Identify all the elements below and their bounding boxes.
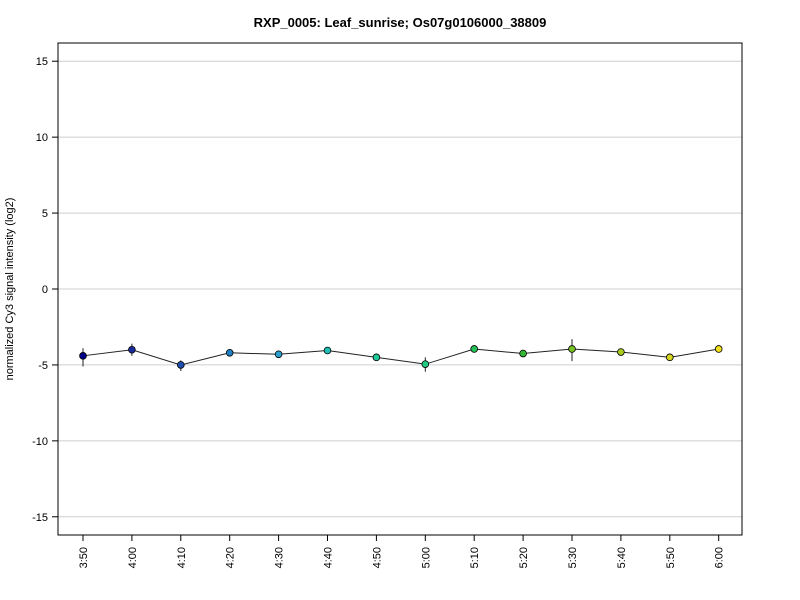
data-point (568, 345, 576, 353)
series-line (82, 348, 719, 366)
x-tick-label: 5:00 (420, 547, 432, 568)
y-axis: -15 -10 -5 0 5 10 15 (32, 56, 58, 524)
y-tick-label: -5 (38, 360, 48, 372)
data-point (665, 353, 674, 362)
x-tick-label: 5:30 (567, 547, 579, 568)
x-tick-label: 4:40 (323, 547, 335, 568)
data-point (470, 345, 479, 353)
x-axis: 3:50 4:00 4:10 4:20 4:30 4:40 4:50 5:00 5:10 5:20… (78, 535, 726, 568)
y-tick-label: 0 (42, 284, 48, 296)
data-point (79, 352, 87, 360)
chart-title: RXP_0005: Leaf_sunrise; Os07g0106000_388… (254, 15, 547, 30)
data-point (177, 361, 185, 369)
x-tick-label: 4:00 (127, 547, 139, 568)
data-point (519, 349, 527, 358)
y-tick-label: 5 (42, 208, 48, 220)
x-tick-label: 4:50 (371, 547, 383, 568)
data-point (274, 350, 283, 359)
y-axis-label: normalized Cy3 signal intensity (log2) (4, 198, 16, 381)
y-tick-label: -15 (32, 512, 48, 524)
y-tick-label: -10 (32, 436, 48, 448)
data-point (225, 348, 234, 357)
y-tick-label: 15 (36, 56, 48, 68)
x-tick-label: 5:50 (665, 547, 677, 568)
data-point (421, 360, 430, 368)
x-tick-label: 4:20 (225, 547, 237, 568)
x-tick-label: 5:40 (616, 547, 628, 568)
x-tick-label: 6:00 (714, 547, 726, 568)
data-point (617, 348, 625, 356)
data-point (372, 353, 381, 362)
x-tick-label: 4:30 (274, 547, 286, 568)
data-point (323, 346, 332, 355)
x-tick-label: 3:50 (78, 547, 90, 568)
y-tick-label: 10 (36, 132, 48, 144)
data-point (128, 345, 136, 354)
data-point (714, 345, 723, 353)
x-tick-label: 5:10 (469, 547, 481, 568)
data-series (79, 339, 723, 372)
x-tick-label: 4:10 (176, 547, 188, 568)
x-tick-label: 5:20 (518, 547, 530, 568)
grid (58, 60, 742, 518)
